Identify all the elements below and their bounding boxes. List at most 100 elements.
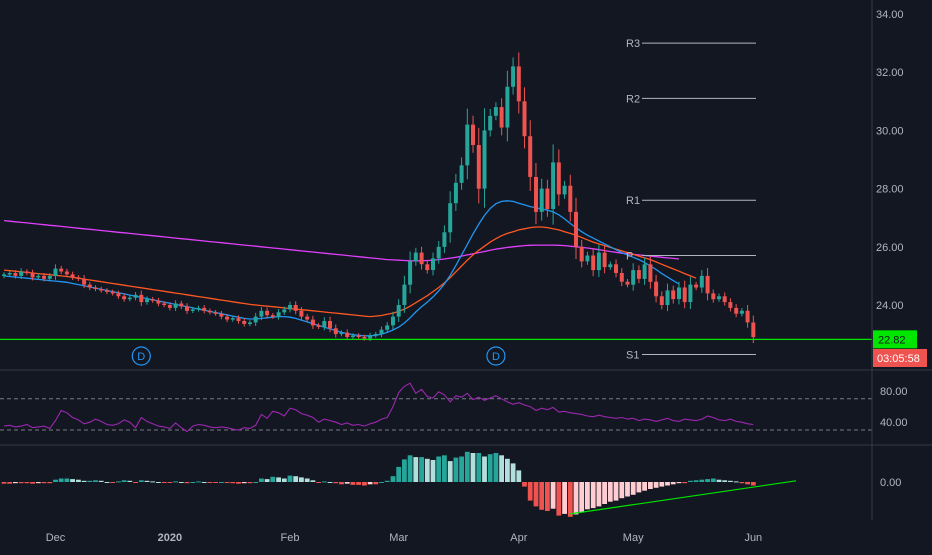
candle[interactable] — [7, 273, 12, 275]
candle[interactable] — [459, 165, 464, 183]
candle[interactable] — [156, 300, 161, 304]
candle[interactable] — [150, 299, 155, 301]
candle[interactable] — [362, 337, 367, 339]
candle[interactable] — [534, 177, 538, 212]
candle[interactable] — [551, 162, 556, 209]
candle[interactable] — [402, 284, 407, 305]
candle[interactable] — [636, 270, 641, 279]
candle[interactable] — [625, 281, 630, 285]
candle[interactable] — [145, 299, 149, 303]
candle[interactable] — [122, 296, 127, 300]
candle[interactable] — [99, 289, 104, 291]
candle[interactable] — [539, 188, 544, 212]
candle[interactable] — [53, 268, 58, 276]
candle[interactable] — [379, 329, 384, 335]
candle[interactable] — [505, 86, 510, 128]
candle[interactable] — [728, 302, 733, 308]
rsi-pane[interactable] — [0, 382, 932, 446]
candle[interactable] — [310, 319, 315, 326]
candle[interactable] — [694, 284, 699, 288]
candle[interactable] — [614, 264, 618, 273]
candle[interactable] — [677, 287, 681, 300]
dividend-marker[interactable] — [131, 346, 151, 366]
candle[interactable] — [465, 124, 470, 166]
candle[interactable] — [42, 275, 46, 279]
candle[interactable] — [36, 275, 41, 278]
candle[interactable] — [711, 293, 716, 300]
candle[interactable] — [471, 124, 475, 145]
candle[interactable] — [516, 66, 521, 102]
candle[interactable] — [522, 101, 527, 137]
candle[interactable] — [127, 297, 132, 300]
candle[interactable] — [528, 136, 533, 177]
candle[interactable] — [608, 264, 613, 268]
candle[interactable] — [431, 258, 435, 270]
candle[interactable] — [425, 264, 430, 271]
time-axis[interactable]: Dec 2020 Feb Mar Apr May Jun — [46, 532, 762, 544]
dividend-marker[interactable] — [486, 346, 506, 366]
price-axis[interactable]: 34.00 32.00 30.00 28.00 26.00 24.00 22.82 03:05… — [871, 0, 927, 520]
candle[interactable] — [585, 255, 590, 262]
candle[interactable] — [219, 313, 224, 317]
candle[interactable] — [93, 287, 98, 290]
candle[interactable] — [511, 66, 516, 87]
candle[interactable] — [734, 307, 739, 314]
candle[interactable] — [562, 185, 567, 195]
candle[interactable] — [396, 305, 401, 317]
candle[interactable] — [305, 316, 310, 320]
rsi-line[interactable] — [3, 382, 754, 433]
candle[interactable] — [413, 252, 418, 262]
candle[interactable] — [699, 275, 704, 288]
candle[interactable] — [110, 291, 115, 294]
candle[interactable] — [282, 309, 287, 313]
candle[interactable] — [190, 309, 195, 311]
candle[interactable] — [391, 316, 395, 326]
candle[interactable] — [499, 107, 504, 128]
candle[interactable] — [248, 322, 252, 325]
candle[interactable] — [76, 277, 81, 279]
candle[interactable] — [722, 296, 727, 303]
macd-trendline[interactable] — [570, 480, 797, 515]
candle[interactable] — [173, 303, 178, 308]
candle[interactable] — [556, 162, 561, 195]
candle[interactable] — [579, 246, 584, 262]
candle[interactable] — [2, 274, 6, 276]
candle[interactable] — [207, 310, 212, 313]
candle[interactable] — [253, 316, 258, 323]
candle[interactable] — [139, 294, 144, 303]
candle[interactable] — [299, 310, 304, 317]
candle[interactable] — [682, 287, 687, 303]
candle[interactable] — [276, 312, 281, 317]
candle[interactable] — [476, 145, 481, 189]
candle[interactable] — [230, 318, 235, 320]
candle[interactable] — [202, 307, 207, 311]
candle[interactable] — [328, 321, 332, 329]
candle[interactable] — [493, 107, 498, 116]
candle[interactable] — [448, 203, 453, 233]
candle[interactable] — [751, 322, 756, 338]
candle[interactable] — [242, 321, 247, 324]
macd-pane[interactable] — [1, 451, 797, 517]
candle[interactable] — [671, 290, 676, 300]
candle[interactable] — [659, 296, 664, 305]
candle[interactable] — [436, 246, 441, 259]
candle[interactable] — [648, 264, 653, 282]
candle[interactable] — [293, 305, 298, 311]
candle[interactable] — [717, 296, 721, 300]
candle[interactable] — [167, 305, 172, 308]
candle[interactable] — [350, 335, 355, 338]
candle[interactable] — [133, 294, 138, 298]
candle[interactable] — [64, 271, 69, 275]
candle[interactable] — [488, 115, 493, 131]
candle[interactable] — [654, 281, 659, 297]
candle[interactable] — [179, 303, 184, 307]
candle[interactable] — [453, 182, 458, 204]
candle[interactable] — [482, 130, 487, 189]
candle[interactable] — [619, 273, 624, 282]
candle[interactable] — [24, 271, 29, 274]
candle[interactable] — [225, 316, 230, 320]
candle[interactable] — [265, 310, 270, 316]
candle[interactable] — [185, 306, 189, 311]
candle[interactable] — [116, 293, 121, 297]
